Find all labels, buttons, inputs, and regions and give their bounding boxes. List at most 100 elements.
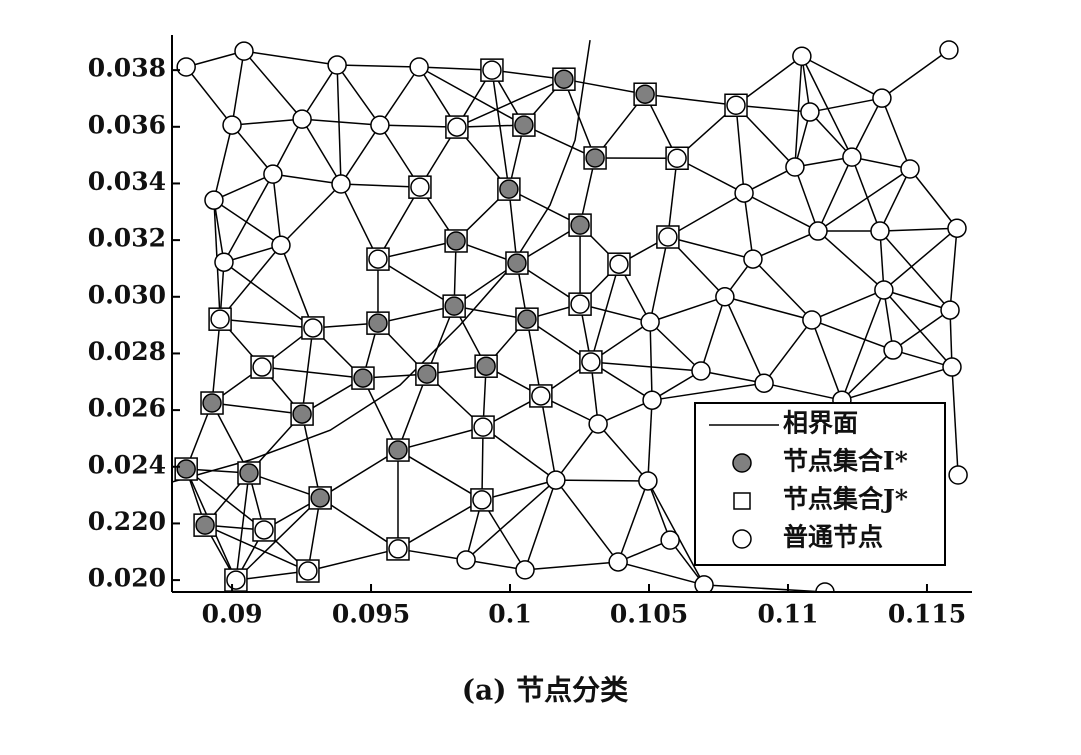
node <box>366 311 390 335</box>
mesh-edge <box>649 321 653 401</box>
node-circle <box>808 221 828 241</box>
node <box>176 57 196 77</box>
node <box>497 177 521 201</box>
node <box>640 312 660 332</box>
node <box>308 486 332 510</box>
mesh-edge <box>809 97 883 113</box>
node <box>633 82 657 106</box>
node-circle <box>608 552 628 572</box>
node <box>691 361 711 381</box>
node <box>408 175 432 199</box>
node-circle <box>588 414 608 434</box>
x-tick-label: 0.09 <box>202 600 263 629</box>
mesh-edge <box>379 124 457 128</box>
node <box>505 251 529 275</box>
node-circle <box>734 183 754 203</box>
node <box>271 235 291 255</box>
node-circle <box>456 550 476 570</box>
mesh-edge <box>465 479 557 561</box>
node-circle <box>883 340 903 360</box>
chart-title: (a) 节点分类 <box>462 674 628 707</box>
y-tick-label: 0.220 <box>88 507 166 536</box>
node <box>174 457 198 481</box>
mesh-edge <box>337 64 420 68</box>
mesh-edge <box>508 188 581 226</box>
mesh-edge <box>879 231 885 291</box>
node-circle <box>948 465 968 485</box>
node <box>512 113 536 137</box>
node-circle <box>870 221 890 241</box>
mesh-edge <box>301 64 338 120</box>
mesh-edge <box>883 227 958 291</box>
mesh-edge <box>481 427 484 500</box>
node-circle <box>940 300 960 320</box>
node <box>442 294 466 318</box>
node <box>715 287 735 307</box>
node <box>734 183 754 203</box>
node <box>694 575 714 592</box>
mesh-edge <box>397 449 483 501</box>
node-circle <box>370 115 390 135</box>
mesh-edge <box>649 321 702 372</box>
node <box>515 560 535 580</box>
mesh-edge <box>841 349 894 401</box>
node-circle <box>715 287 735 307</box>
mesh-edge <box>851 156 911 170</box>
node <box>331 174 351 194</box>
node <box>250 355 274 379</box>
mesh-edge <box>301 327 314 415</box>
node <box>947 218 967 238</box>
mesh-edge <box>851 97 883 158</box>
mesh-edge <box>456 78 565 128</box>
node-circle <box>785 157 805 177</box>
node <box>193 513 217 537</box>
mesh-edge <box>617 480 649 563</box>
mesh-edge <box>243 50 303 120</box>
node <box>214 252 234 272</box>
mesh-edge <box>735 104 811 113</box>
mesh-edge <box>261 366 364 379</box>
interface-line <box>172 39 591 483</box>
mesh-edge <box>700 296 726 372</box>
node-circle <box>800 102 820 122</box>
mesh-edge <box>951 367 959 476</box>
node-circle <box>635 84 655 104</box>
node <box>940 300 960 320</box>
mesh-edge <box>590 263 620 363</box>
x-tick-label: 0.095 <box>332 600 410 629</box>
node-circle <box>581 352 601 372</box>
node <box>444 229 468 253</box>
node-circle <box>176 459 196 479</box>
node-circle <box>609 254 629 274</box>
node <box>883 340 903 360</box>
node <box>301 316 325 340</box>
node-circle <box>368 313 388 333</box>
mesh-edge <box>590 361 702 372</box>
mesh-edge <box>892 309 951 351</box>
node-circle <box>499 179 519 199</box>
node-circle <box>331 174 351 194</box>
node-circle <box>640 312 660 332</box>
mesh-edge <box>185 66 233 126</box>
mesh-edge <box>703 584 825 592</box>
mesh-edge <box>213 173 274 201</box>
mesh-edge <box>879 227 958 232</box>
mesh-edge <box>817 168 911 232</box>
mesh-edge <box>231 124 274 175</box>
node-circle <box>691 361 711 381</box>
x-tick-label: 0.11 <box>758 600 819 629</box>
node-circle <box>388 440 408 460</box>
node-circle <box>195 515 215 535</box>
mesh-edge <box>508 189 518 264</box>
node <box>252 518 276 542</box>
node-circle <box>444 296 464 316</box>
mesh-edge <box>563 78 596 159</box>
node-circle <box>239 463 259 483</box>
mesh-edge <box>301 118 342 185</box>
mesh-edge <box>213 199 282 246</box>
mesh-edge <box>211 402 303 415</box>
mesh-edge <box>841 289 885 401</box>
node-circle <box>447 117 467 137</box>
node-circle <box>802 310 822 330</box>
mesh-edge <box>645 93 737 107</box>
